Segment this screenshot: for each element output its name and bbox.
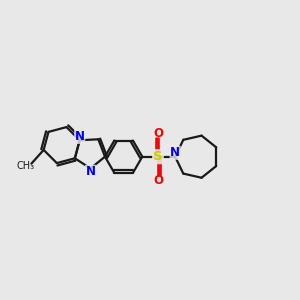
Text: S: S [153,150,163,163]
Text: N: N [75,130,85,143]
Text: O: O [154,127,164,140]
Text: N: N [170,146,180,159]
Text: N: N [85,165,95,178]
Text: CH₃: CH₃ [16,161,34,171]
Text: O: O [154,174,164,187]
